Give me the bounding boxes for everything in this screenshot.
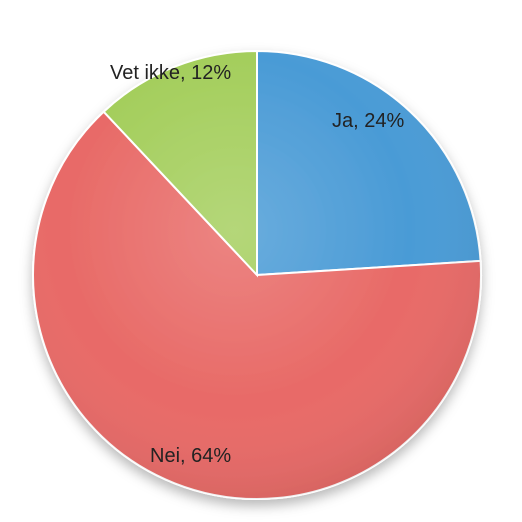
slice-label-nei: Nei, 64%: [150, 445, 231, 468]
pie-slice-ja: [257, 51, 481, 275]
slice-label-ja: Ja, 24%: [332, 110, 404, 133]
pie-chart: Ja, 24% Nei, 64% Vet ikke, 12%: [0, 0, 522, 522]
pie-svg: [0, 0, 522, 522]
slice-label-vet-ikke: Vet ikke, 12%: [110, 62, 231, 85]
